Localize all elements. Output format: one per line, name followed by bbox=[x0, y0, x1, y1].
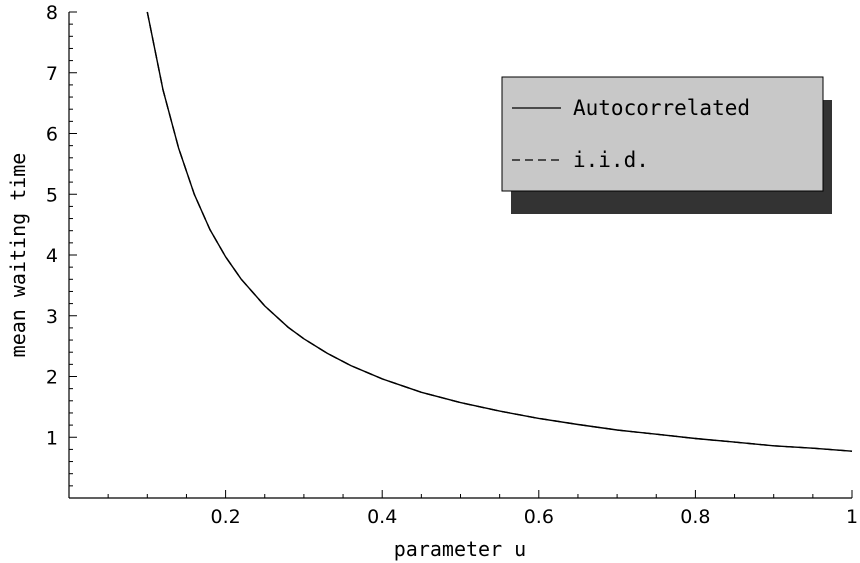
legend-label-iid: i.i.d. bbox=[573, 148, 649, 172]
legend-box bbox=[501, 76, 824, 192]
y-tick-label: 6 bbox=[46, 124, 58, 146]
x-axis-label: parameter u bbox=[394, 537, 526, 561]
y-tick-label: 4 bbox=[46, 245, 58, 267]
legend-label-autocorrelated: Autocorrelated bbox=[573, 96, 750, 120]
series-line-iid bbox=[146, 11, 853, 452]
y-tick-label: 2 bbox=[46, 367, 58, 389]
series-layer bbox=[146, 11, 853, 452]
x-tick-label: 1 bbox=[846, 506, 858, 528]
y-tick-label: 3 bbox=[46, 306, 58, 328]
y-axis-label: mean waiting time bbox=[6, 153, 30, 358]
y-tick-label: 8 bbox=[46, 2, 58, 24]
x-tick-label: 0.4 bbox=[367, 506, 397, 528]
y-tick-label: 1 bbox=[46, 427, 58, 449]
y-ticks: 1 2 3 4 5 6 7 8 bbox=[46, 2, 77, 487]
x-ticks: 0.2 0.4 0.6 0.8 1 bbox=[107, 490, 858, 528]
x-tick-label: 0.8 bbox=[680, 506, 710, 528]
y-tick-label: 7 bbox=[46, 63, 58, 85]
y-tick-label: 5 bbox=[46, 184, 58, 206]
legend: Autocorrelated i.i.d. bbox=[501, 76, 832, 214]
x-tick-label: 0.6 bbox=[524, 506, 554, 528]
x-tick-label: 0.2 bbox=[210, 506, 240, 528]
